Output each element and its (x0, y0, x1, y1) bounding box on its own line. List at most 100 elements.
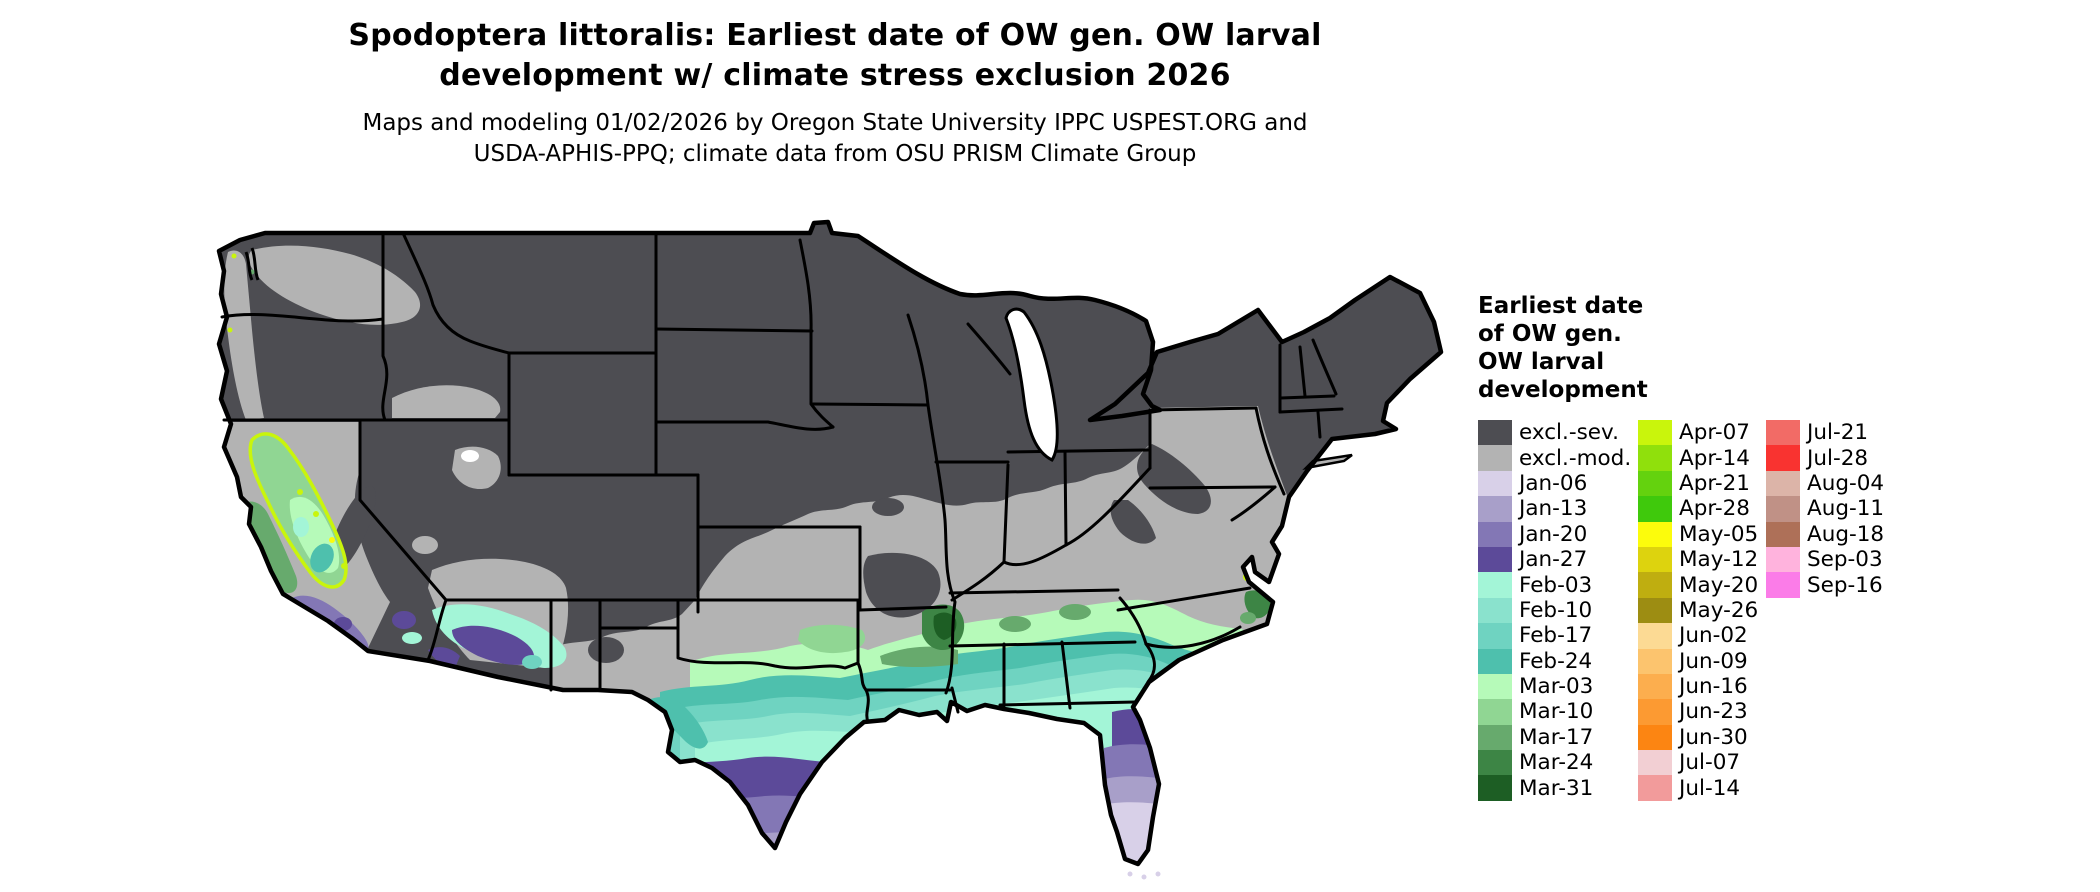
legend-swatch (1478, 623, 1512, 649)
legend-label: Jun-02 (1679, 623, 1748, 649)
patch-ca-coast-green (238, 501, 298, 594)
legend-entry: Mar-17 (1478, 724, 1631, 751)
legend-label: Jul-28 (1807, 445, 1869, 471)
legend-label: Feb-10 (1519, 597, 1593, 623)
speck-or-coast (227, 327, 233, 333)
legend-swatch (1478, 496, 1512, 522)
legend-swatch (1478, 648, 1512, 674)
band-tx-jan-20 (660, 795, 852, 864)
legend-entry: Sep-03 (1766, 546, 1884, 573)
map-region-vegas-patch (412, 536, 438, 554)
legend-swatch (1766, 470, 1800, 497)
legend-label: May-05 (1679, 521, 1759, 547)
legend-label: Mar-17 (1519, 724, 1594, 750)
legend-title-line-3: OW larval (1478, 349, 1605, 375)
legend-entry: Feb-03 (1478, 572, 1631, 598)
legend-label: Feb-24 (1519, 648, 1593, 674)
legend-swatch (1638, 496, 1672, 522)
legend-entry: Mar-03 (1478, 673, 1631, 700)
legend-swatch (1638, 750, 1672, 776)
legend-swatch (1638, 673, 1672, 700)
legend-entry: May-20 (1638, 572, 1758, 598)
map-region-snake-plain (392, 385, 501, 418)
legend-entry: Apr-28 (1638, 496, 1758, 522)
legend-entry: Feb-17 (1478, 623, 1631, 649)
legend-swatch (1766, 420, 1800, 446)
legend-title-line-1: Earliest date (1478, 293, 1644, 319)
legend-column: excl.-sev. excl.-mod. Jan-06 Jan-13 Jan-20 Ja… (1478, 420, 1631, 801)
map-region-columbia-basin (248, 245, 421, 325)
legend-label: Apr-14 (1679, 445, 1750, 471)
legend-label: Jun-23 (1679, 699, 1748, 725)
legend-column: Apr-07 Apr-14 Apr-21 Apr-28 May-05 May-12 May-… (1638, 420, 1758, 801)
patch-coachella-purple (392, 611, 416, 629)
legend-swatch (1478, 521, 1512, 547)
page-title-line-2: development w/ climate stress exclusion … (439, 58, 1231, 93)
patch-north-louisiana-green (880, 646, 958, 667)
florida-keys-3 (1155, 871, 1161, 877)
legend-swatch (1478, 775, 1512, 801)
legend-swatch (1478, 673, 1512, 700)
patch-mississippi-green (999, 616, 1031, 632)
legend-swatch (1638, 470, 1672, 497)
patch-tucson-teal (522, 655, 542, 669)
legend-label: Aug-04 (1807, 470, 1885, 496)
legend-label: Jun-30 (1679, 724, 1748, 750)
legend-swatch (1638, 623, 1672, 649)
subtitle-line-2: USDA-APHIS-PPQ; climate data from OSU PR… (473, 141, 1197, 167)
legend-label: Feb-17 (1519, 623, 1593, 649)
legend-label: Jun-09 (1679, 648, 1748, 674)
legend-entry: Jun-02 (1638, 623, 1758, 649)
patch-georgia-green (1059, 604, 1091, 620)
legend-entry: May-05 (1638, 521, 1759, 547)
legend-label: Sep-03 (1807, 547, 1883, 573)
legend-swatch (1478, 699, 1512, 725)
legend-swatch (1638, 572, 1672, 598)
florida-keys-2 (1141, 874, 1147, 880)
legend-entry: Jul-21 (1766, 420, 1884, 446)
patch-valley-mint-spot (293, 517, 309, 537)
legend-label: Jan-27 (1519, 547, 1588, 573)
map-region-appalachians-dark (1137, 444, 1211, 514)
legend-label: Apr-21 (1679, 470, 1750, 496)
legend-label: Jan-06 (1519, 470, 1588, 496)
legend-label: Aug-11 (1807, 496, 1885, 522)
legend-swatch (1638, 420, 1672, 446)
legend-entry: May-12 (1638, 546, 1759, 573)
header: Spodoptera littoralis: Earliest date of … (0, 16, 1670, 170)
legend-label: Jun-16 (1679, 674, 1748, 700)
legend-entry: Apr-07 (1638, 420, 1758, 446)
band-tx-jan-27 (648, 756, 848, 864)
legend-entry: Jan-06 (1478, 470, 1631, 497)
legend-label: excl.-sev. (1519, 420, 1619, 446)
legend-entry: Jul-28 (1766, 445, 1884, 471)
map-region-westtexas-dark-patch (588, 637, 624, 663)
legend-label: May-12 (1679, 547, 1759, 573)
legend-entry: Mar-31 (1478, 775, 1631, 801)
legend-label: Jul-07 (1679, 750, 1741, 776)
band-tx-jan-13 (700, 832, 810, 864)
patch-imperial-mint (402, 632, 422, 644)
legend-column: Jul-21 Jul-28 Aug-04 Aug-11 Aug-18 Sep-03 Sep-… (1766, 420, 1884, 598)
legend-swatch (1478, 724, 1512, 751)
legend-swatch (1766, 521, 1800, 547)
state-borders (220, 231, 1344, 724)
legend-label: Jan-13 (1519, 496, 1588, 522)
legend-label: Jan-20 (1519, 521, 1588, 547)
legend-entry: Apr-14 (1638, 445, 1758, 471)
patch-virginia-beach-yellow (1248, 571, 1252, 575)
patch-valley-teal (310, 543, 334, 573)
patch-phoenix-purple (452, 625, 535, 665)
legend-swatch (1478, 597, 1512, 624)
legend-entry: Feb-10 (1478, 597, 1631, 624)
legend-label: Aug-18 (1807, 521, 1885, 547)
legend-entry: Mar-10 (1478, 699, 1631, 725)
legend-label: excl.-mod. (1519, 445, 1632, 471)
patch-ne-texas-green (798, 624, 866, 654)
map-region-pnw-coast-strip (224, 250, 264, 420)
legend-swatch (1766, 572, 1800, 598)
legend-label: Feb-03 (1519, 572, 1593, 598)
legend-swatch (1478, 546, 1512, 573)
map-region-ozarks-dark (863, 552, 941, 618)
legend-entry: May-26 (1638, 597, 1758, 624)
